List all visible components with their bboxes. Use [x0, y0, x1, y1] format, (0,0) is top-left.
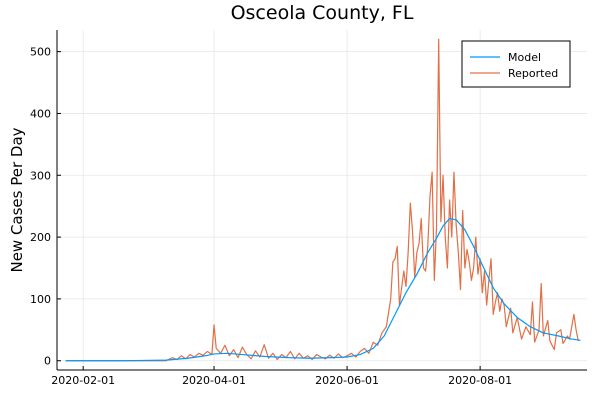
series-line-reported: [65, 38, 579, 362]
x-tick-label-3: 2020-08-01: [448, 374, 512, 387]
x-tick-label-0: 2020-02-01: [51, 374, 115, 387]
y-tick-label-3: 300: [30, 169, 51, 182]
y-tick-label-0: 0: [44, 355, 51, 368]
y-tick-label-2: 200: [30, 231, 51, 244]
y-tick-label-1: 100: [30, 293, 51, 306]
x-tick-label-1: 2020-04-01: [182, 374, 246, 387]
legend-box: [461, 40, 571, 88]
y-tick-label-5: 500: [30, 46, 51, 59]
chart-title: Osceola County, FL: [231, 2, 414, 24]
legend: Model Reported: [461, 40, 571, 88]
axes: [56, 30, 587, 371]
y-axis-label: New Cases Per Day: [8, 127, 26, 272]
series-lines: [65, 38, 581, 362]
tick-labels: 2020-02-01 2020-04-01 2020-06-01 2020-08-01…: [30, 46, 512, 387]
series-line-model: [65, 217, 581, 362]
legend-label-model: Model: [508, 51, 541, 64]
y-tick-label-4: 400: [30, 107, 51, 120]
x-tick-label-2: 2020-06-01: [315, 374, 379, 387]
legend-label-reported: Reported: [508, 67, 558, 80]
